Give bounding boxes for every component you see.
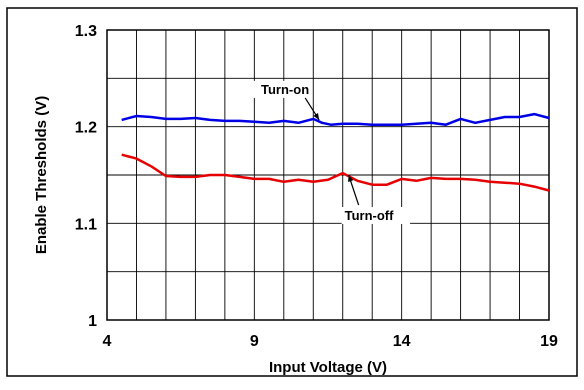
y-tick-label: 1 [88, 313, 97, 330]
series-line-turn-on [121, 112, 550, 126]
annotation-arrowhead [348, 175, 354, 182]
x-tick-label: 4 [103, 333, 112, 350]
annotation-arrowhead [313, 112, 320, 120]
plot-area-border [106, 29, 550, 321]
series-line-turn-off [121, 153, 550, 192]
chart-frame [6, 7, 578, 377]
y-tick-label: 1.2 [75, 120, 97, 137]
annotation-label-background [251, 80, 313, 98]
tick-layer: 4 9 14 19 1 1.1 1.2 1.3 [75, 23, 558, 350]
series-layer [121, 112, 550, 192]
x-tick-label: 19 [540, 333, 558, 350]
x-axis-title: Input Voltage (V) [269, 359, 387, 376]
annotation-label: Turn-on [261, 82, 309, 97]
y-tick-label: 1.1 [75, 216, 97, 233]
y-axis-title: Enable Thresholds (V) [33, 96, 50, 254]
x-tick-label: 14 [393, 333, 411, 350]
grid-layer [107, 30, 549, 320]
annotation-layer: Turn-on Turn-off [251, 80, 411, 224]
y-tick-label: 1.3 [75, 23, 97, 40]
x-tick-label: 9 [250, 333, 259, 350]
annotation-label-background [341, 207, 411, 224]
annotation-label: Turn-off [345, 208, 395, 223]
